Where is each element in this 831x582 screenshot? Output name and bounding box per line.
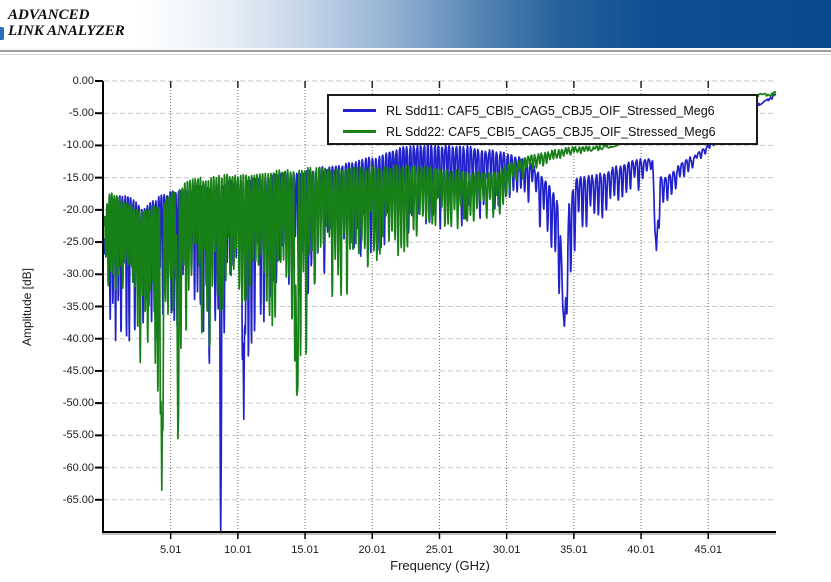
y-tick-label: -60.00 bbox=[62, 461, 94, 474]
x-tick-label: 15.01 bbox=[291, 544, 319, 556]
header-divider-highlight bbox=[0, 52, 831, 54]
y-tick-label: -20.00 bbox=[62, 203, 94, 216]
app-logo-line2: LINK ANALYZER bbox=[8, 23, 125, 39]
legend-item-sdd11: RL Sdd11: CAF5_CBI5_CAG5_CBJ5_OIF_Stress… bbox=[329, 100, 756, 121]
sdd22-line-swatch bbox=[343, 130, 376, 133]
x-tick-label: 25.01 bbox=[425, 544, 454, 556]
y-tick-label: -10.00 bbox=[62, 139, 94, 152]
x-tick-label: 40.01 bbox=[627, 544, 655, 556]
legend-item-sdd22: RL Sdd22: CAF5_CBI5_CAG5_CBJ5_OIF_Stress… bbox=[329, 121, 756, 142]
x-tick-label: 35.01 bbox=[560, 544, 588, 556]
y-tick-label: -45.00 bbox=[62, 364, 94, 377]
y-tick-label: 0.00 bbox=[72, 75, 94, 87]
y-tick-label: -50.00 bbox=[62, 397, 94, 410]
plot-area[interactable] bbox=[104, 81, 776, 532]
app-logo-line1: ADVANCED bbox=[8, 7, 90, 23]
x-tick-label: 20.01 bbox=[358, 544, 387, 556]
x-tick-label: 5.01 bbox=[159, 544, 182, 556]
x-axis-title: Frequency (GHz) bbox=[390, 558, 490, 573]
y-tick-label: -15.00 bbox=[62, 171, 94, 184]
header-divider-shadow bbox=[0, 54, 831, 55]
header-divider bbox=[0, 48, 831, 50]
header-divider-groove bbox=[0, 50, 831, 52]
logo-mark-icon bbox=[0, 27, 4, 40]
header-band: ADVANCED LINK ANALYZER bbox=[0, 0, 831, 48]
y-tick-label: -5.00 bbox=[68, 107, 94, 120]
legend-label-sdd11: RL Sdd11: CAF5_CBI5_CAG5_CBJ5_OIF_Stress… bbox=[386, 103, 715, 118]
legend-label-sdd22: RL Sdd22: CAF5_CBI5_CAG5_CBJ5_OIF_Stress… bbox=[386, 124, 716, 139]
y-axis-title: Amplitude [dB] bbox=[20, 267, 34, 347]
y-tick-label: -35.00 bbox=[62, 300, 94, 313]
x-tick-label: 45.01 bbox=[694, 544, 723, 556]
x-tick-label: 10.01 bbox=[224, 544, 252, 556]
y-tick-label: -30.00 bbox=[62, 268, 94, 281]
y-tick-label: -25.00 bbox=[62, 236, 94, 249]
sdd11-line-swatch bbox=[343, 109, 376, 112]
y-tick-label: -55.00 bbox=[62, 429, 94, 442]
y-tick-label: -40.00 bbox=[62, 332, 94, 345]
chart-legend[interactable]: RL Sdd11: CAF5_CBI5_CAG5_CBJ5_OIF_Stress… bbox=[327, 94, 758, 145]
x-tick-label: 30.01 bbox=[492, 544, 521, 556]
app-logo: ADVANCED LINK ANALYZER bbox=[8, 7, 125, 39]
y-tick-label: -65.00 bbox=[62, 493, 94, 506]
